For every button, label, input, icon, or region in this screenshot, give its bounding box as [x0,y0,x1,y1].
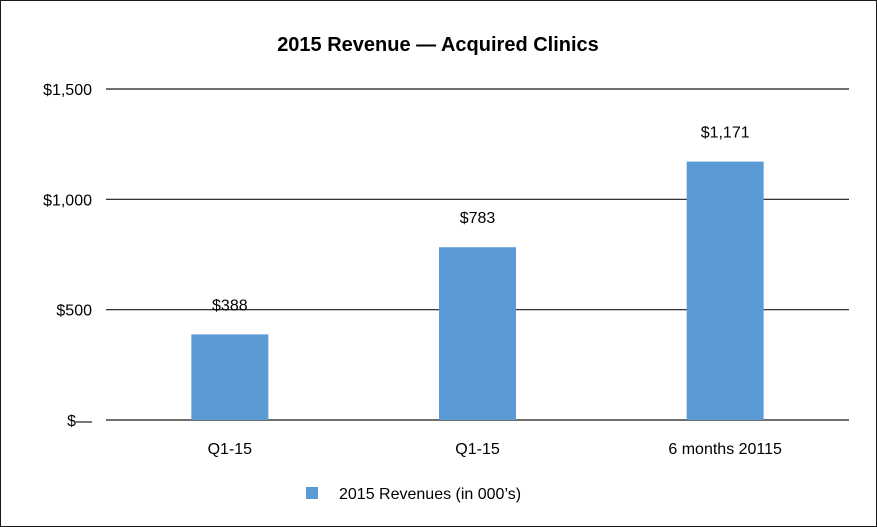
legend-swatch [306,487,318,499]
bar [686,161,764,420]
legend-label: 2015 Revenues (in 000’s) [339,486,521,503]
y-tick-label: $1,500 [43,82,92,99]
chart-title: 2015 Revenue — Acquired Clinics [277,34,599,56]
x-axis-labels: Q1-15 Q1-15 6 months 20115 [208,441,782,458]
data-label: $388 [212,297,248,314]
y-axis-ticks: $— $500 $1,000 $1,500 [43,82,92,430]
bar [439,247,516,420]
x-category-label: Q1-15 [455,441,500,458]
y-tick-label: $1,000 [43,192,92,209]
bar [191,334,269,420]
y-tick-label: $500 [56,303,92,320]
data-label: $1,171 [701,125,750,142]
bars: $388 $783 $1,171 [191,125,764,420]
x-category-label: 6 months 20115 [668,441,782,458]
y-tick-label: $— [67,413,92,430]
data-label: $783 [460,210,496,227]
x-category-label: Q1-15 [208,441,253,458]
legend: 2015 Revenues (in 000’s) [306,486,521,503]
